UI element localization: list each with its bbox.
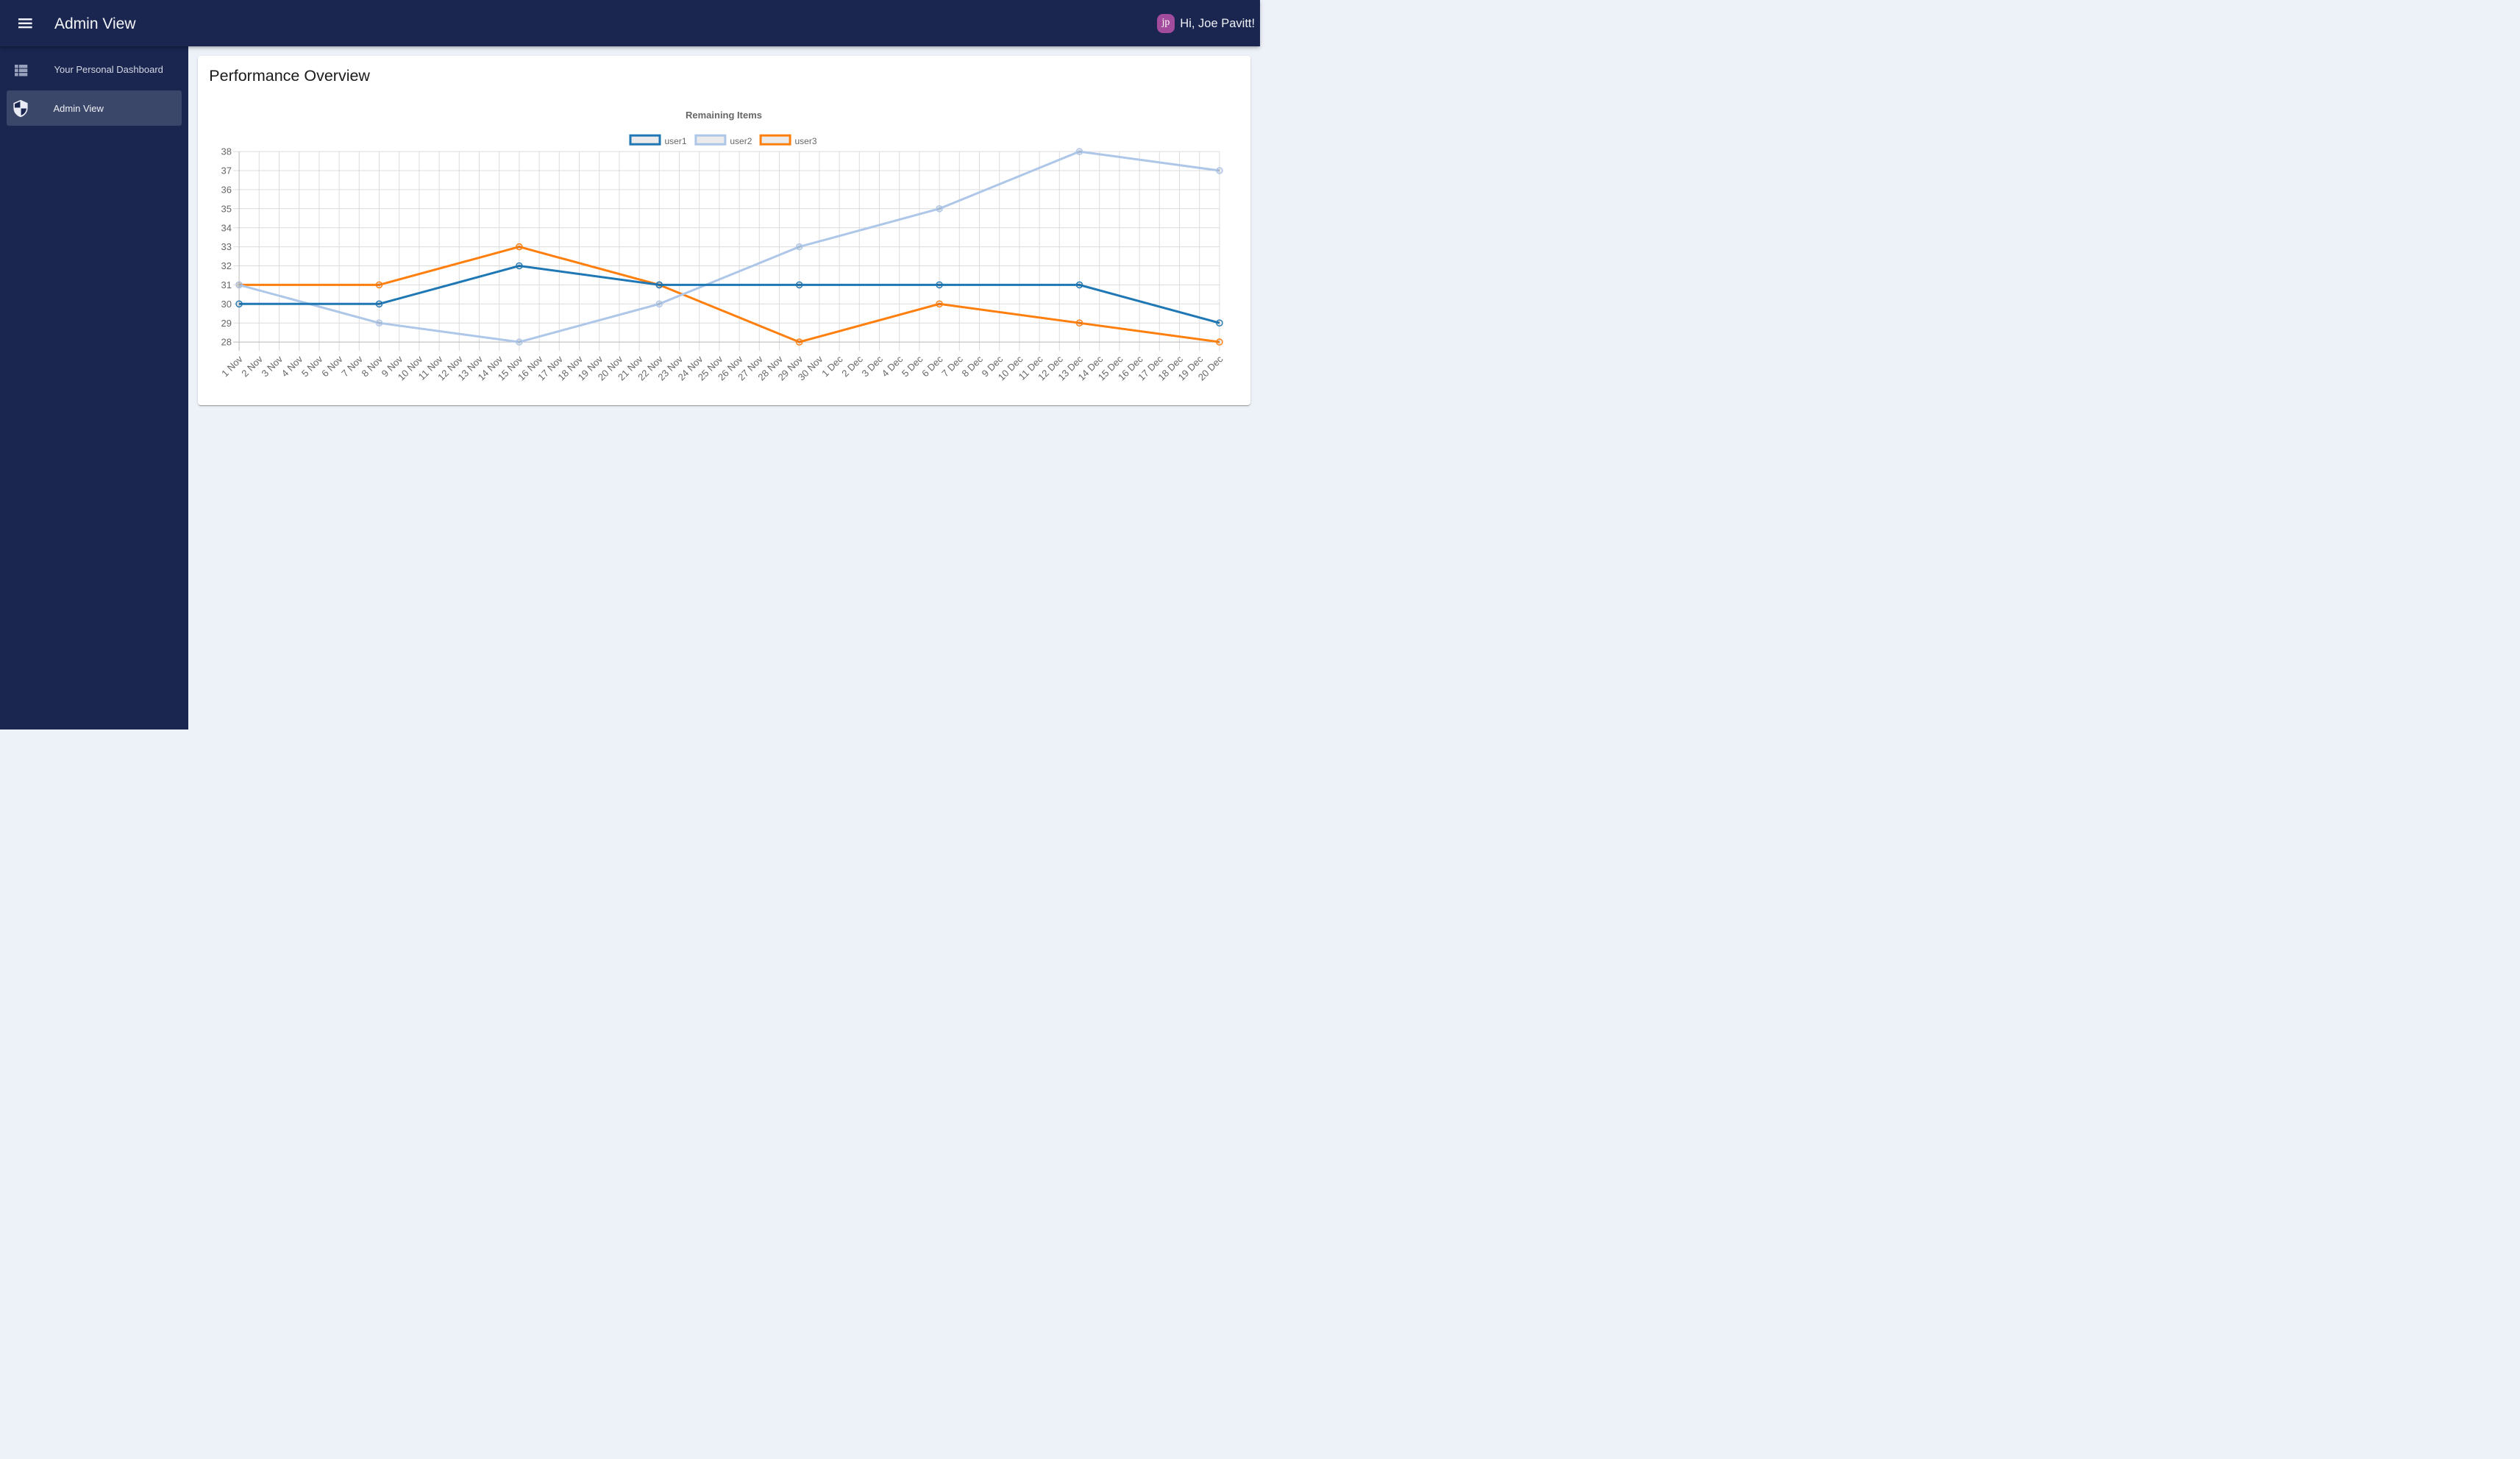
svg-text:user2: user2 — [730, 136, 752, 146]
svg-text:38: 38 — [221, 146, 232, 157]
svg-text:5 Dec: 5 Dec — [900, 353, 925, 379]
svg-text:29: 29 — [221, 318, 232, 329]
svg-text:8 Dec: 8 Dec — [960, 353, 986, 379]
svg-text:7 Dec: 7 Dec — [940, 353, 966, 379]
svg-text:36: 36 — [221, 185, 232, 196]
svg-text:Remaining Items: Remaining Items — [686, 110, 762, 121]
svg-text:28: 28 — [221, 337, 232, 348]
svg-text:2 Nov: 2 Nov — [240, 353, 266, 379]
svg-text:5 Nov: 5 Nov — [299, 353, 325, 379]
svg-text:3 Dec: 3 Dec — [860, 353, 886, 379]
svg-text:3 Nov: 3 Nov — [260, 353, 285, 379]
svg-text:6 Nov: 6 Nov — [319, 353, 345, 379]
svg-text:30: 30 — [221, 299, 232, 310]
svg-text:8 Nov: 8 Nov — [360, 353, 385, 379]
svg-text:7 Nov: 7 Nov — [340, 353, 366, 379]
svg-text:31: 31 — [221, 279, 232, 290]
svg-text:1 Dec: 1 Dec — [819, 353, 845, 379]
svg-text:32: 32 — [221, 260, 232, 271]
svg-text:2 Dec: 2 Dec — [840, 353, 866, 379]
svg-text:1 Nov: 1 Nov — [219, 353, 245, 379]
svg-text:34: 34 — [221, 222, 232, 233]
svg-text:37: 37 — [221, 165, 232, 176]
svg-text:4 Nov: 4 Nov — [280, 353, 305, 379]
svg-text:4 Dec: 4 Dec — [880, 353, 905, 379]
svg-text:33: 33 — [221, 241, 232, 252]
svg-text:user3: user3 — [795, 136, 817, 146]
svg-text:35: 35 — [221, 203, 232, 214]
svg-text:user1: user1 — [665, 136, 687, 146]
svg-text:6 Dec: 6 Dec — [919, 353, 945, 379]
